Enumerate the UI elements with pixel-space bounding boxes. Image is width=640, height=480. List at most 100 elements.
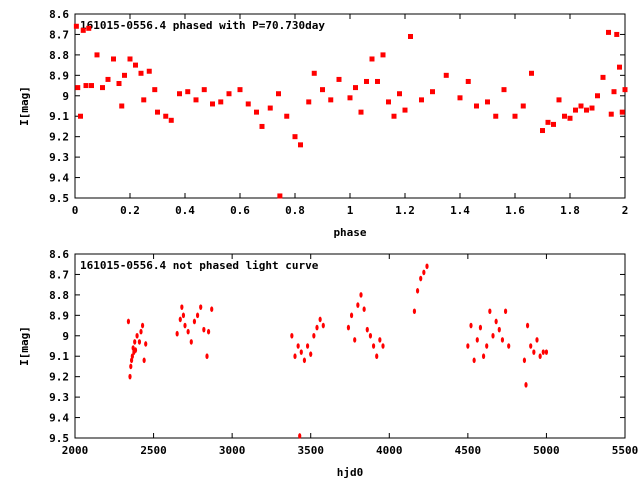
phased-data-point	[276, 91, 281, 97]
phased-data-point	[512, 113, 518, 119]
phased-data-point	[152, 87, 158, 93]
unphased-data-point	[419, 275, 423, 282]
phased-data-point	[619, 109, 625, 115]
phased-data-point	[419, 97, 424, 103]
phased-data-point	[386, 99, 391, 105]
phased-data-point	[267, 105, 273, 111]
unphased-y-tick-label: 9.5	[49, 432, 69, 445]
phased-data-point	[347, 95, 353, 101]
phased-data-point	[75, 85, 81, 91]
unphased-data-point	[202, 326, 206, 333]
phased-data-point	[78, 113, 83, 119]
unphased-data-point	[298, 433, 302, 439]
phased-y-tick-label: 9.5	[49, 192, 69, 205]
unphased-x-tick-label: 4000	[376, 444, 403, 457]
unphased-y-tick-label: 9.3	[49, 391, 69, 404]
unphased-data-point	[359, 292, 363, 298]
phased-y-tick-label: 9.1	[49, 110, 69, 123]
phased-data-point	[163, 113, 169, 119]
unphased-data-point	[205, 353, 209, 360]
unphased-y-tick-label: 8.9	[49, 309, 69, 322]
unphased-data-point	[144, 341, 148, 347]
unphased-data-point	[466, 343, 470, 349]
phased-data-point	[119, 103, 125, 109]
unphased-plot-frame	[74, 253, 626, 439]
unphased-data-point	[491, 332, 495, 339]
unphased-data-point	[365, 326, 369, 333]
unphased-data-point	[507, 343, 511, 349]
unphased-data-point	[541, 349, 545, 355]
unphased-data-point	[130, 353, 134, 360]
unphased-data-point	[381, 343, 385, 349]
unphased-data-point	[353, 337, 357, 343]
phased-plot-frame	[74, 13, 626, 199]
phased-x-tick-label: 1.2	[395, 204, 415, 217]
unphased-data-point	[135, 332, 139, 339]
phased-y-tick-label: 9.3	[49, 151, 69, 164]
phased-data-point	[358, 109, 364, 115]
unphased-data-point	[312, 332, 316, 339]
phased-data-point	[122, 72, 127, 78]
unphased-y-tick-label: 9.4	[49, 412, 69, 425]
phased-data-point	[133, 62, 138, 68]
phased-y-tick-label: 8.8	[49, 49, 69, 62]
phased-data-point	[501, 87, 507, 93]
phased-x-tick-label: 0.8	[285, 204, 305, 217]
unphased-data-point	[293, 353, 297, 360]
unphased-data-point	[478, 324, 483, 331]
phased-data-point	[89, 83, 94, 89]
unphased-data-point	[422, 269, 426, 276]
unphased-data-point	[142, 357, 146, 364]
phased-data-point	[237, 87, 243, 93]
phased-data-point	[375, 78, 380, 84]
phased-x-axis-label: phase	[333, 226, 366, 239]
phased-data-point	[353, 85, 358, 91]
phased-data-point	[116, 81, 122, 87]
phased-y-tick-label: 8.6	[49, 8, 69, 21]
phased-y-tick-label: 9.2	[49, 131, 69, 144]
phased-data-point	[540, 128, 545, 134]
unphased-data-point	[305, 343, 310, 349]
unphased-data-point	[133, 339, 137, 345]
phased-data-point	[578, 103, 584, 109]
phased-data-point	[259, 123, 265, 129]
phased-data-point	[380, 52, 386, 58]
phased-data-point	[138, 70, 144, 76]
phased-data-point	[284, 113, 290, 119]
phased-data-point	[155, 109, 160, 115]
phased-data-point	[80, 27, 86, 33]
phased-data-point	[545, 119, 551, 125]
phased-data-point	[369, 56, 375, 62]
phased-data-point	[408, 33, 413, 39]
phased-data-point	[86, 25, 92, 31]
phased-data-point	[83, 83, 89, 89]
phased-data-point	[584, 107, 589, 113]
unphased-data-point	[296, 343, 300, 349]
unphased-data-point	[378, 337, 382, 343]
phased-data-point	[622, 87, 628, 93]
unphased-data-point	[318, 316, 322, 323]
phased-data-point	[177, 91, 182, 97]
unphased-x-tick-label: 3000	[219, 444, 246, 457]
unphased-data-point	[183, 322, 187, 329]
phased-data-point	[562, 113, 567, 119]
unphased-data-point	[535, 337, 539, 343]
unphased-data-point	[186, 328, 190, 335]
unphased-data-point	[175, 330, 179, 337]
unphased-data-point	[126, 318, 131, 325]
phased-data-point	[311, 70, 317, 76]
unphased-data-point	[321, 322, 325, 329]
unphased-x-tick-label: 5000	[533, 444, 560, 457]
phased-data-point	[141, 97, 147, 103]
unphased-data-point	[195, 312, 200, 319]
unphased-data-point	[210, 306, 214, 313]
unphased-data-point	[497, 326, 501, 333]
unphased-y-tick-label: 8.7	[49, 268, 69, 281]
phased-data-point	[589, 105, 595, 111]
phased-data-point	[551, 121, 556, 127]
phased-data-point	[614, 31, 620, 37]
unphased-data-point	[371, 343, 376, 349]
phased-data-point	[336, 76, 342, 82]
unphased-data-point	[485, 343, 489, 349]
